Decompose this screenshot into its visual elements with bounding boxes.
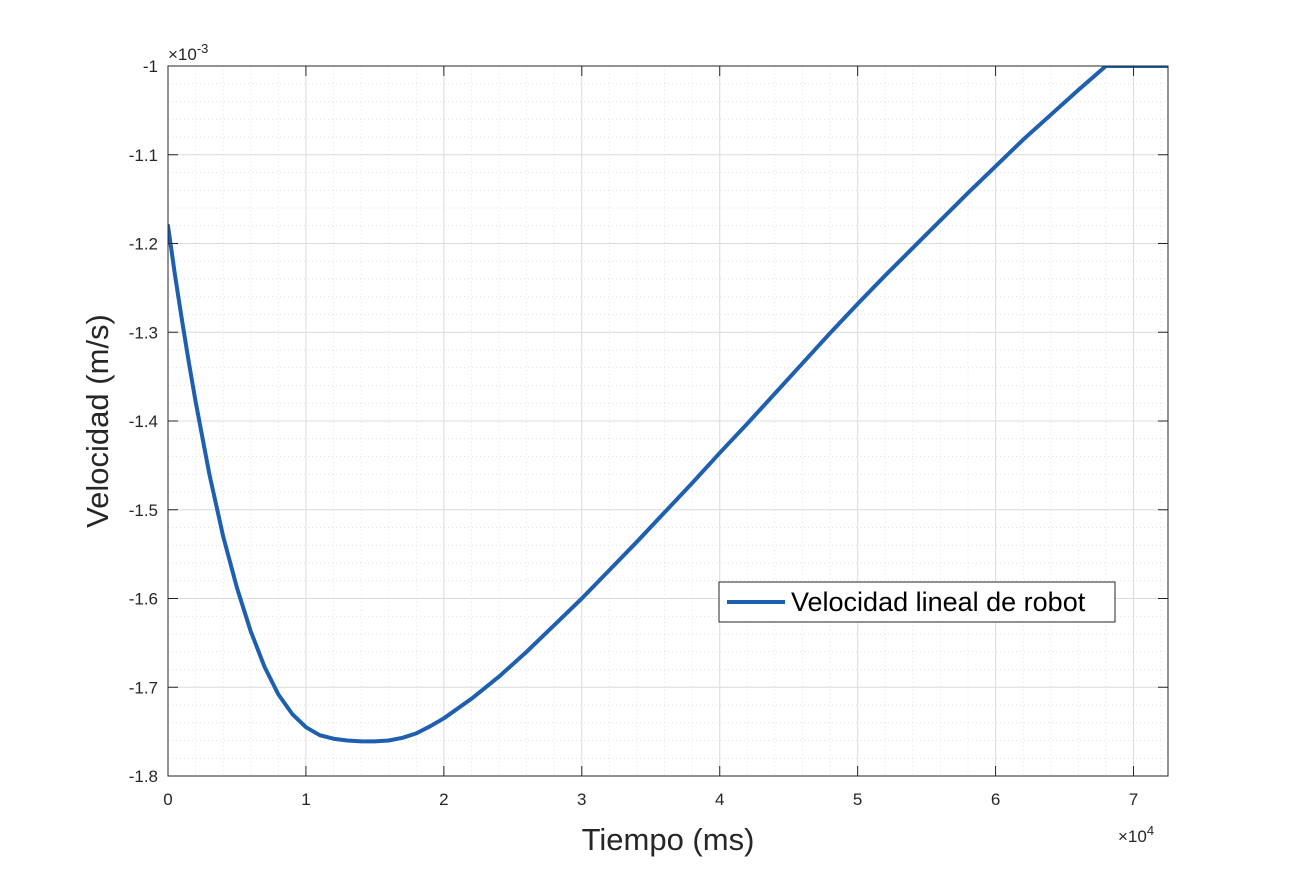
series-line xyxy=(168,66,1168,744)
x-tick-labels: 0 1 2 3 4 5 6 7 xyxy=(163,790,1138,809)
y-tick-label: -1.2 xyxy=(129,235,158,254)
series-layer xyxy=(168,66,1168,744)
y-exponent-power: -3 xyxy=(197,41,209,56)
y-tick-label: -1.1 xyxy=(129,146,158,165)
x-tick-label: 2 xyxy=(439,790,448,809)
y-tick-label: -1.6 xyxy=(129,590,158,609)
minor-grid xyxy=(168,66,1168,776)
x-exponent-base: ×10 xyxy=(1118,827,1147,846)
y-axis-label: Velocidad (m/s) xyxy=(80,314,115,528)
legend-label: Velocidad lineal de robot xyxy=(791,587,1086,617)
legend: Velocidad lineal de robot xyxy=(718,581,1116,623)
ticks xyxy=(167,65,1168,777)
x-exponent: ×104 xyxy=(1118,823,1154,846)
y-tick-label: -1.7 xyxy=(129,678,158,697)
x-tick-label: 4 xyxy=(715,790,724,809)
y-tick-label: -1 xyxy=(143,57,158,76)
y-tick-label: -1.4 xyxy=(129,412,158,431)
x-tick-label: 1 xyxy=(301,790,310,809)
y-tick-label: -1.3 xyxy=(129,323,158,342)
x-tick-label: 7 xyxy=(1129,790,1138,809)
x-axis-label: Tiempo (ms) xyxy=(582,822,755,857)
y-exponent: ×10-3 xyxy=(168,41,208,64)
x-tick-label: 0 xyxy=(163,790,172,809)
x-exponent-power: 4 xyxy=(1147,823,1154,838)
x-tick-label: 5 xyxy=(853,790,862,809)
y-exponent-base: ×10 xyxy=(168,45,197,64)
x-tick-label: 3 xyxy=(577,790,586,809)
y-tick-labels: -1.8 -1.7 -1.6 -1.5 -1.4 -1.3 -1.2 -1.1 -1 xyxy=(129,57,158,786)
y-tick-label: -1.5 xyxy=(129,501,158,520)
x-tick-label: 6 xyxy=(991,790,1000,809)
y-tick-label: -1.8 xyxy=(129,767,158,786)
